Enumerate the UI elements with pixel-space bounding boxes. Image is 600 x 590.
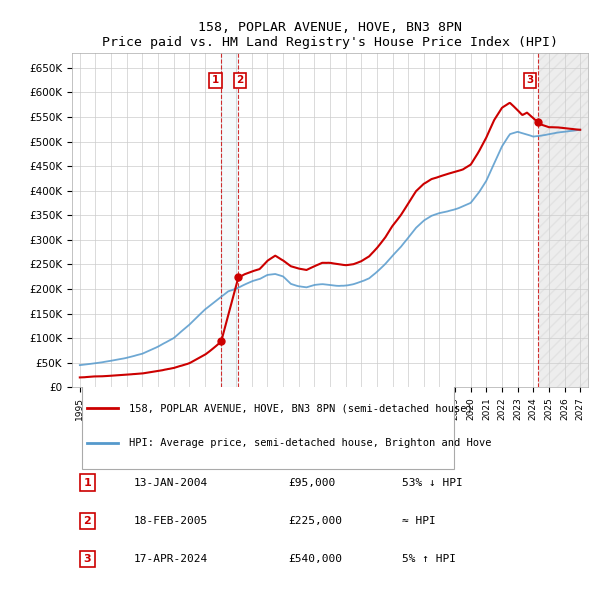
Text: 1: 1 — [212, 75, 220, 85]
Text: 1: 1 — [83, 478, 91, 488]
FancyBboxPatch shape — [82, 382, 454, 470]
Text: ≈ HPI: ≈ HPI — [402, 516, 436, 526]
Text: 2: 2 — [83, 516, 91, 526]
Text: 3: 3 — [526, 75, 533, 85]
Text: £95,000: £95,000 — [289, 478, 336, 488]
Text: 5% ↑ HPI: 5% ↑ HPI — [402, 554, 456, 564]
Text: 2: 2 — [236, 75, 244, 85]
Text: HPI: Average price, semi-detached house, Brighton and Hove: HPI: Average price, semi-detached house,… — [129, 438, 491, 448]
Text: 3: 3 — [83, 554, 91, 564]
Text: £540,000: £540,000 — [289, 554, 343, 564]
Text: 17-APR-2024: 17-APR-2024 — [134, 554, 208, 564]
Text: £225,000: £225,000 — [289, 516, 343, 526]
Bar — [538, 53, 588, 387]
Text: 13-JAN-2004: 13-JAN-2004 — [134, 478, 208, 488]
Text: 18-FEB-2005: 18-FEB-2005 — [134, 516, 208, 526]
Bar — [221, 53, 238, 387]
Title: 158, POPLAR AVENUE, HOVE, BN3 8PN
Price paid vs. HM Land Registry's House Price : 158, POPLAR AVENUE, HOVE, BN3 8PN Price … — [102, 21, 558, 49]
Text: 158, POPLAR AVENUE, HOVE, BN3 8PN (semi-detached house): 158, POPLAR AVENUE, HOVE, BN3 8PN (semi-… — [129, 403, 473, 413]
Text: 53% ↓ HPI: 53% ↓ HPI — [402, 478, 463, 488]
